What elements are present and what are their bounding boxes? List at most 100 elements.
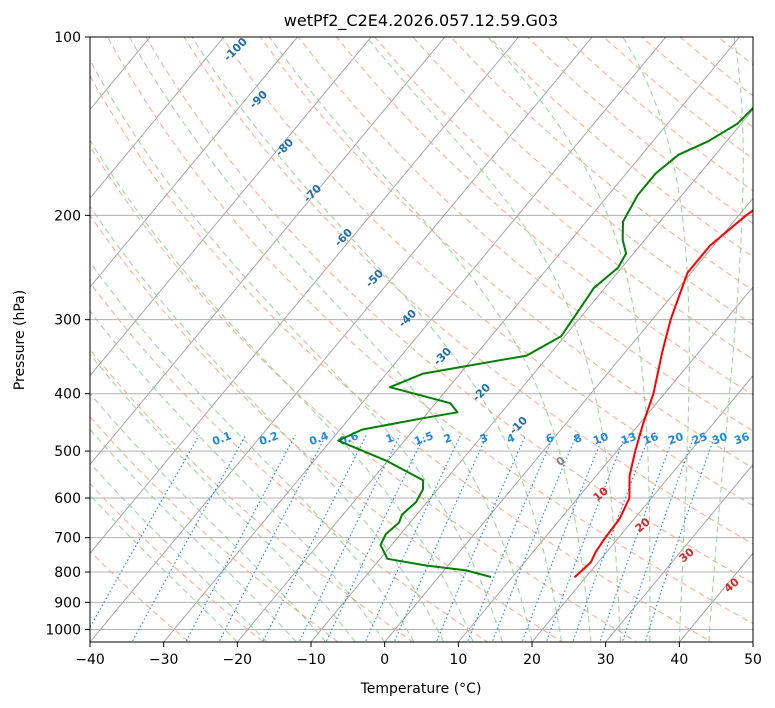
dry-adiabat [145,37,753,585]
x-axis-label: Temperature (°C) [360,681,482,697]
y-tick-label: 300 [54,313,81,329]
dry-adiabat [90,214,564,642]
mixing-ratio-label: 0.1 [210,429,233,448]
mixing-ratio-label: 20 [666,430,685,448]
moist-adiabat [622,37,690,642]
moist-adiabat [366,37,621,642]
sounding-lines [337,106,753,578]
mixing-ratio-label: 25 [690,430,709,447]
mixing-ratio-label: 2 [442,431,454,446]
moist-adiabat [90,462,268,642]
mixing-ratio-label: 16 [641,430,660,448]
dry-adiabat [90,348,414,642]
moist-adiabat [191,37,563,642]
isotherm-line [90,37,225,199]
temperature-line [574,209,753,578]
moist-adiabat [90,59,504,642]
x-tick-label: −40 [75,652,105,668]
mixing-ratio-label: 10 [591,430,610,448]
y-axis-label: Pressure (hPa) [12,290,28,390]
mixing-ratio-line [131,434,247,642]
mixing-ratio-label: 1.5 [412,429,435,448]
mixing-ratio-line [572,435,651,642]
dry-adiabat [90,482,265,642]
moist-adiabat [90,139,474,642]
y-tick-label: 600 [54,491,81,507]
dry-adiabat [450,37,753,292]
moist-adiabat [90,353,356,642]
mixing-ratio-label: 4 [505,431,517,446]
y-tick-label: 400 [54,387,81,403]
mixing-ratio-label: 0.4 [307,429,330,448]
y-tick-label: 800 [54,565,81,581]
mixing-ratio-label: 3 [478,431,490,446]
x-tick-label: −30 [149,652,179,668]
isotherm-line [457,286,753,642]
axes: −40 −30 −20 −10 0 10 20 30 40 5010020030040050060… [45,30,762,668]
mixing-ratio-label: 0.2 [257,429,280,448]
isotherm-line [384,197,753,642]
mixing-ratio-label: 1 [384,431,396,446]
mixing-ratio-line [545,434,627,642]
mixing-ratio-line [218,434,327,642]
moist-adiabat [90,205,445,642]
isotherm-line [90,37,298,288]
moist-adiabat [90,428,297,642]
y-tick-label: 100 [54,30,81,46]
moist-adiabat [90,494,238,642]
mixing-ratio-line [521,434,605,642]
dry-adiabat [90,74,713,642]
mixing-ratio-line [599,435,675,642]
dry-adiabat [221,37,753,507]
dry-adiabat [183,37,753,545]
mixing-ratio-line [644,435,716,642]
plot-frame [89,36,754,643]
dry-adiabat [107,37,753,625]
isotherm-line [90,37,446,466]
moist-adiabat [487,37,651,642]
isotherm-line [531,375,753,642]
chart-title: wetPf2_C2E4.2026.057.12.59.G03 [284,11,558,31]
mixing-ratio-label: 30 [710,430,729,448]
x-tick-label: −10 [296,652,326,668]
x-tick-label: 30 [597,652,615,668]
mixing-ratio-label: 13 [619,430,638,447]
mixing-ratio-label: 8 [572,431,584,446]
dry-adiabat [374,37,753,361]
y-tick-label: 500 [54,444,81,460]
moist-adiabat [90,310,386,642]
dry-adiabat [90,281,489,642]
dry-adiabat [412,37,753,326]
isotherm-line [236,37,740,642]
background-lines [90,37,753,642]
mixing-ratio-line [90,434,200,629]
x-tick-label: 20 [523,652,541,668]
mixing-ratio-line [621,435,696,642]
isotherm-line [90,37,519,554]
dewpoint-line [337,106,753,578]
moist-adiabat [90,261,415,642]
isotherm-line [90,37,372,377]
isotherm-line [163,37,667,642]
x-tick-label: 50 [744,652,762,668]
mixing-ratio-label: 36 [732,430,751,448]
moist-adiabat [128,37,533,642]
mixing-ratio-line [491,434,578,642]
x-tick-label: 0 [380,652,389,668]
x-tick-label: −20 [223,652,253,668]
x-tick-label: 10 [449,652,467,668]
isotherm-line [90,37,593,642]
dry-adiabat [90,550,190,642]
x-tick-label: 40 [670,652,688,668]
y-tick-label: 900 [54,595,81,611]
moist-adiabat [269,37,592,642]
isotherm-line [605,463,753,642]
mixing-ratio-label: 6 [544,431,556,446]
mixing-ratio-line [185,434,296,642]
y-tick-label: 200 [54,208,81,224]
dry-adiabat [90,145,639,642]
dry-adiabat [259,37,753,469]
y-tick-label: 700 [54,531,81,547]
